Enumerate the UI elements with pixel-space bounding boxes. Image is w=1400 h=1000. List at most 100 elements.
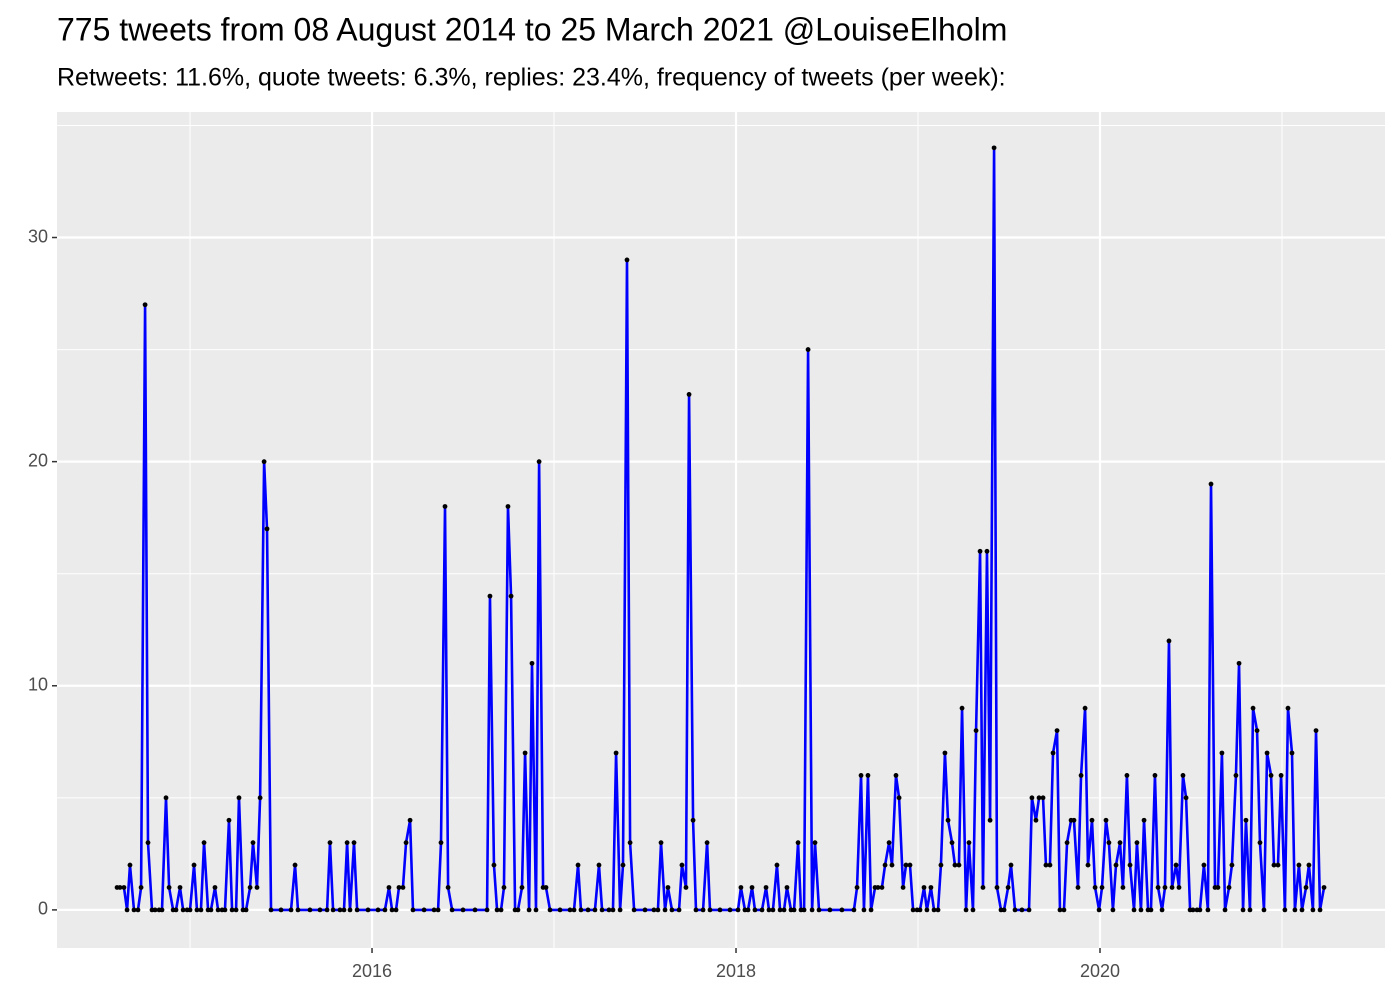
data-point — [784, 885, 790, 890]
data-point — [166, 885, 172, 890]
data-point — [431, 907, 437, 913]
data-point — [827, 907, 833, 913]
data-point — [501, 885, 507, 890]
data-point — [900, 885, 906, 890]
data-point — [977, 548, 983, 554]
data-point — [575, 862, 581, 868]
data-point — [683, 885, 689, 890]
x-tick-label: 2016 — [352, 961, 392, 981]
data-point — [1292, 907, 1298, 913]
y-tick-label: 30 — [28, 226, 48, 246]
data-point — [337, 907, 343, 913]
data-point — [1173, 862, 1179, 868]
data-point — [222, 907, 228, 913]
data-point — [1120, 885, 1126, 890]
data-point — [1180, 773, 1186, 778]
data-point — [952, 862, 958, 868]
data-point — [1113, 862, 1119, 868]
data-point — [1296, 862, 1302, 868]
data-point — [655, 907, 661, 913]
data-point — [529, 660, 535, 666]
data-point — [1092, 885, 1098, 890]
data-point — [330, 907, 336, 913]
data-point — [1103, 817, 1109, 823]
data-point — [1166, 638, 1172, 644]
data-point — [317, 907, 323, 913]
data-point — [1229, 862, 1235, 868]
data-point — [208, 907, 214, 913]
data-point — [1096, 907, 1102, 913]
data-point — [1310, 907, 1316, 913]
data-point — [774, 862, 780, 868]
data-point — [152, 907, 158, 913]
data-point — [194, 907, 200, 913]
data-point — [498, 907, 504, 913]
data-point — [854, 885, 860, 890]
data-point — [1089, 817, 1095, 823]
data-point — [254, 885, 260, 890]
data-point — [229, 907, 235, 913]
data-point — [354, 907, 360, 913]
data-point — [1054, 728, 1060, 733]
data-point — [1012, 907, 1018, 913]
data-point — [791, 907, 797, 913]
data-point — [1008, 862, 1014, 868]
data-point — [879, 885, 885, 890]
data-point — [121, 885, 127, 890]
y-tick-label: 10 — [28, 675, 48, 695]
data-point — [631, 907, 637, 913]
data-point — [1148, 907, 1154, 913]
data-point — [1005, 885, 1011, 890]
data-point — [1268, 773, 1274, 778]
data-point — [931, 907, 937, 913]
data-point — [1085, 862, 1091, 868]
data-point — [386, 885, 392, 890]
data-point — [1190, 907, 1196, 913]
data-point — [1219, 750, 1225, 756]
data-point — [1176, 885, 1182, 890]
data-point — [522, 750, 528, 756]
data-point — [292, 862, 298, 868]
data-point — [700, 907, 706, 913]
data-point — [460, 907, 466, 913]
data-point — [243, 907, 249, 913]
data-point — [442, 504, 448, 509]
data-point — [1226, 885, 1232, 890]
data-point — [1106, 840, 1112, 846]
data-point — [389, 907, 395, 913]
data-point — [268, 907, 274, 913]
plot-panel — [57, 112, 1385, 948]
data-point — [707, 907, 713, 913]
data-point — [288, 907, 294, 913]
data-point — [494, 907, 500, 913]
data-point — [307, 907, 313, 913]
data-point — [889, 862, 895, 868]
data-point — [226, 817, 232, 823]
data-point — [1099, 885, 1105, 890]
data-point — [1141, 817, 1147, 823]
data-point — [1029, 795, 1035, 801]
data-point — [1247, 907, 1253, 913]
data-point — [526, 907, 532, 913]
chart-subtitle: Retweets: 11.6%, quote tweets: 6.3%, rep… — [57, 64, 1006, 92]
data-point — [624, 257, 630, 263]
data-point — [1050, 750, 1056, 756]
data-point — [942, 750, 948, 756]
data-point — [917, 907, 923, 913]
data-point — [665, 885, 671, 890]
data-point — [410, 907, 416, 913]
data-point — [295, 907, 301, 913]
data-point — [875, 885, 881, 890]
data-point — [1233, 773, 1239, 778]
data-point — [1257, 840, 1263, 846]
data-point — [1285, 705, 1291, 711]
data-point — [956, 862, 962, 868]
data-point — [717, 907, 723, 913]
data-point — [533, 907, 539, 913]
data-point — [1159, 907, 1165, 913]
data-point — [400, 885, 406, 890]
data-point — [1250, 705, 1256, 711]
data-point — [984, 548, 990, 554]
data-point — [1317, 907, 1323, 913]
